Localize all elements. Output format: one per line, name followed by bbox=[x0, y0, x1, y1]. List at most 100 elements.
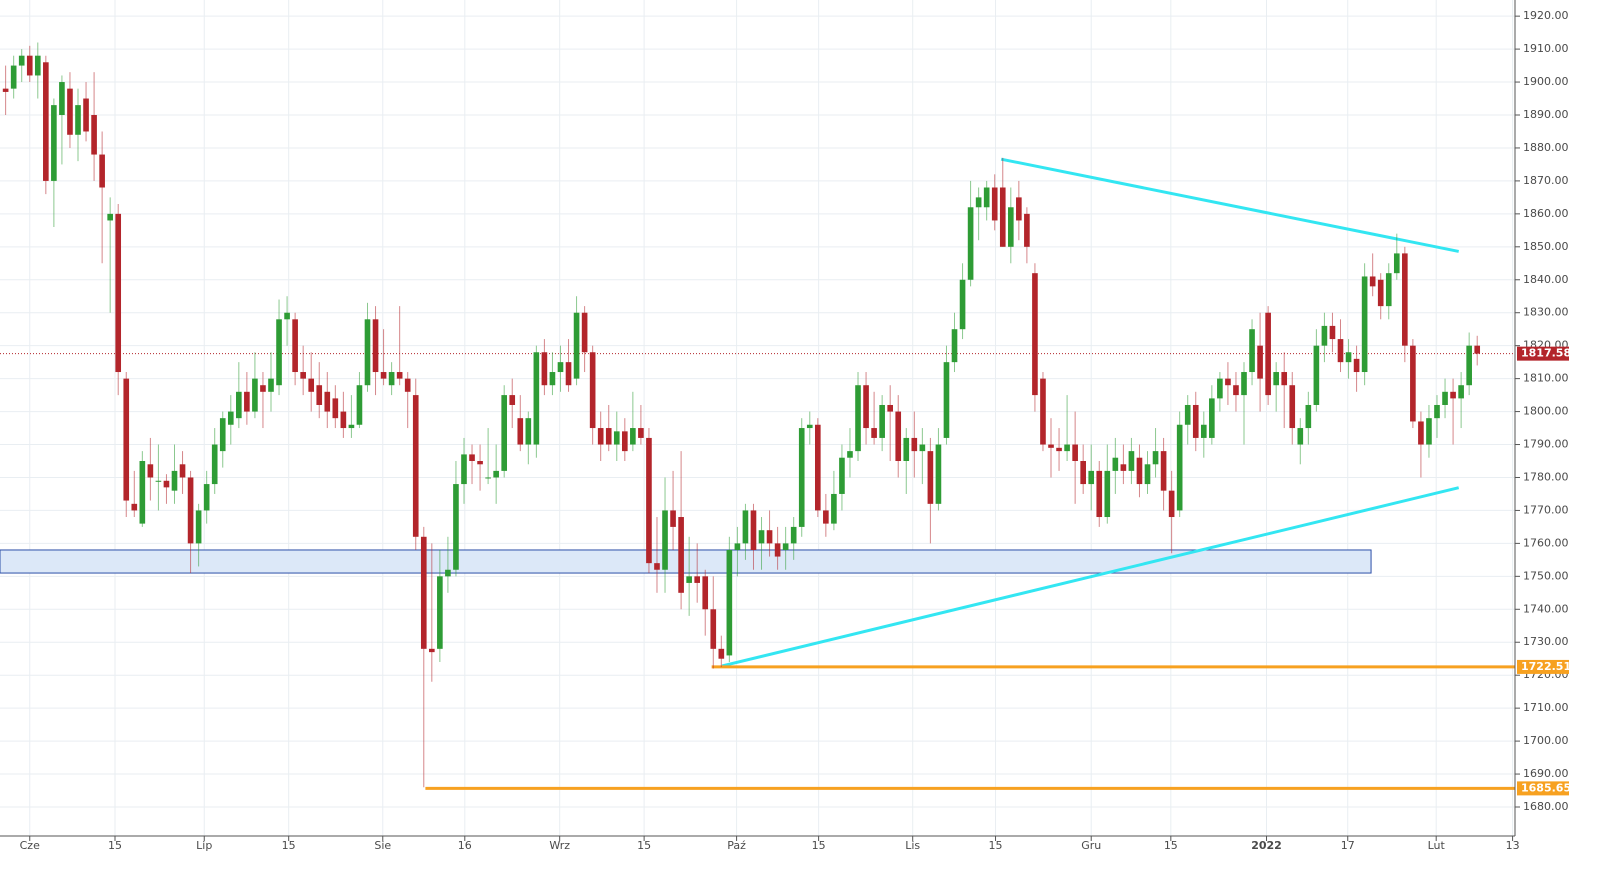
candle-body bbox=[461, 454, 467, 485]
candle-body bbox=[605, 428, 612, 445]
y-tick-label: 1780.00 bbox=[1523, 470, 1569, 483]
candle-body bbox=[863, 385, 869, 429]
x-tick-label: 2022 bbox=[1251, 839, 1282, 852]
candle-body bbox=[332, 398, 339, 419]
candle-body bbox=[1209, 398, 1215, 438]
candle-body bbox=[549, 372, 556, 386]
candle-body bbox=[348, 424, 355, 429]
candle-body bbox=[630, 428, 636, 445]
candle-body bbox=[187, 477, 194, 544]
candle-body bbox=[429, 648, 435, 653]
candle-body bbox=[453, 484, 459, 570]
candle-body bbox=[340, 411, 347, 429]
candle-body bbox=[678, 517, 684, 593]
candle-body bbox=[372, 319, 379, 373]
y-tick-label: 1750.00 bbox=[1523, 569, 1569, 582]
candle-body bbox=[541, 352, 548, 386]
candle-body bbox=[662, 510, 668, 570]
candle-body bbox=[1466, 345, 1472, 386]
y-tick-label: 1770.00 bbox=[1523, 503, 1569, 516]
candle-body bbox=[1273, 372, 1279, 386]
candle-body bbox=[871, 428, 877, 438]
candle-body bbox=[380, 372, 387, 379]
candle-body bbox=[437, 576, 443, 649]
candle-body bbox=[638, 428, 644, 438]
candle-body bbox=[1192, 404, 1199, 438]
candle-body bbox=[1418, 421, 1424, 445]
candle-body bbox=[847, 451, 853, 458]
y-tick-label: 1690.00 bbox=[1523, 767, 1569, 780]
y-tick-label: 1900.00 bbox=[1523, 75, 1569, 88]
candle-body bbox=[1200, 424, 1207, 438]
candle-body bbox=[1474, 345, 1481, 354]
trend-line bbox=[1000, 157, 1460, 253]
candle-body bbox=[195, 510, 202, 544]
y-tick-label: 1860.00 bbox=[1523, 207, 1569, 220]
candle-body bbox=[147, 464, 154, 478]
candle-body bbox=[774, 543, 781, 557]
candle-body bbox=[1329, 325, 1336, 340]
candle-body bbox=[469, 454, 475, 462]
candle-body bbox=[798, 428, 805, 527]
last-price-box bbox=[1517, 346, 1569, 361]
x-tick-label: 15 bbox=[812, 839, 826, 852]
candle-body bbox=[445, 569, 451, 577]
candle-body bbox=[236, 391, 242, 419]
candle-body bbox=[1064, 444, 1070, 452]
y-tick-label: 1710.00 bbox=[1523, 701, 1569, 714]
candle-body bbox=[83, 98, 89, 132]
candle-body bbox=[1176, 424, 1183, 511]
candle-body bbox=[959, 279, 966, 330]
candle-body bbox=[670, 510, 676, 527]
x-tick-label: 15 bbox=[108, 839, 122, 852]
y-tick-label: 1730.00 bbox=[1523, 635, 1569, 648]
candle-body bbox=[565, 362, 572, 386]
x-tick-label: Gru bbox=[1081, 839, 1101, 852]
candle-body bbox=[1160, 451, 1167, 491]
support-zone bbox=[0, 549, 1372, 574]
candle-body bbox=[935, 444, 942, 504]
candle-body bbox=[1442, 391, 1448, 405]
candle-body bbox=[493, 470, 499, 478]
candle-body bbox=[758, 530, 765, 544]
candle-body bbox=[686, 576, 692, 583]
candle-body bbox=[43, 62, 49, 181]
candle-body bbox=[123, 378, 130, 501]
candle-body bbox=[2, 88, 9, 92]
candle-body bbox=[1217, 378, 1223, 399]
x-tick-label: Wrz bbox=[549, 839, 570, 852]
candle-body bbox=[10, 65, 17, 89]
candle-body bbox=[1385, 273, 1392, 307]
candle-body bbox=[887, 404, 893, 412]
candle-body bbox=[1402, 253, 1408, 346]
y-tick-label: 1790.00 bbox=[1523, 438, 1569, 451]
y-tick-label: 1880.00 bbox=[1523, 141, 1569, 154]
candle-body bbox=[1144, 464, 1151, 485]
candle-body bbox=[855, 385, 861, 452]
candle-body bbox=[51, 105, 57, 181]
candle-body bbox=[1353, 358, 1360, 373]
candle-body bbox=[284, 312, 290, 320]
candle-body bbox=[34, 55, 41, 76]
candle-body bbox=[951, 329, 958, 363]
candle-body bbox=[1152, 451, 1159, 465]
candle-body bbox=[895, 411, 902, 462]
candle-body bbox=[1241, 372, 1247, 396]
candle-body bbox=[316, 385, 323, 405]
candle-body bbox=[276, 319, 282, 386]
candle-body bbox=[557, 362, 564, 373]
candle-body bbox=[485, 477, 491, 479]
candle-body bbox=[1104, 470, 1111, 518]
candle-body bbox=[806, 424, 813, 429]
candle-body bbox=[115, 213, 122, 373]
annotations bbox=[0, 157, 1515, 790]
candle-body bbox=[831, 493, 837, 524]
candle-body bbox=[388, 372, 395, 386]
candle-body bbox=[1048, 444, 1054, 448]
candle-body bbox=[646, 437, 652, 564]
candle-body bbox=[718, 648, 725, 659]
candle-body bbox=[589, 352, 596, 429]
candle-body bbox=[814, 424, 821, 511]
level-label-box bbox=[1517, 659, 1569, 674]
